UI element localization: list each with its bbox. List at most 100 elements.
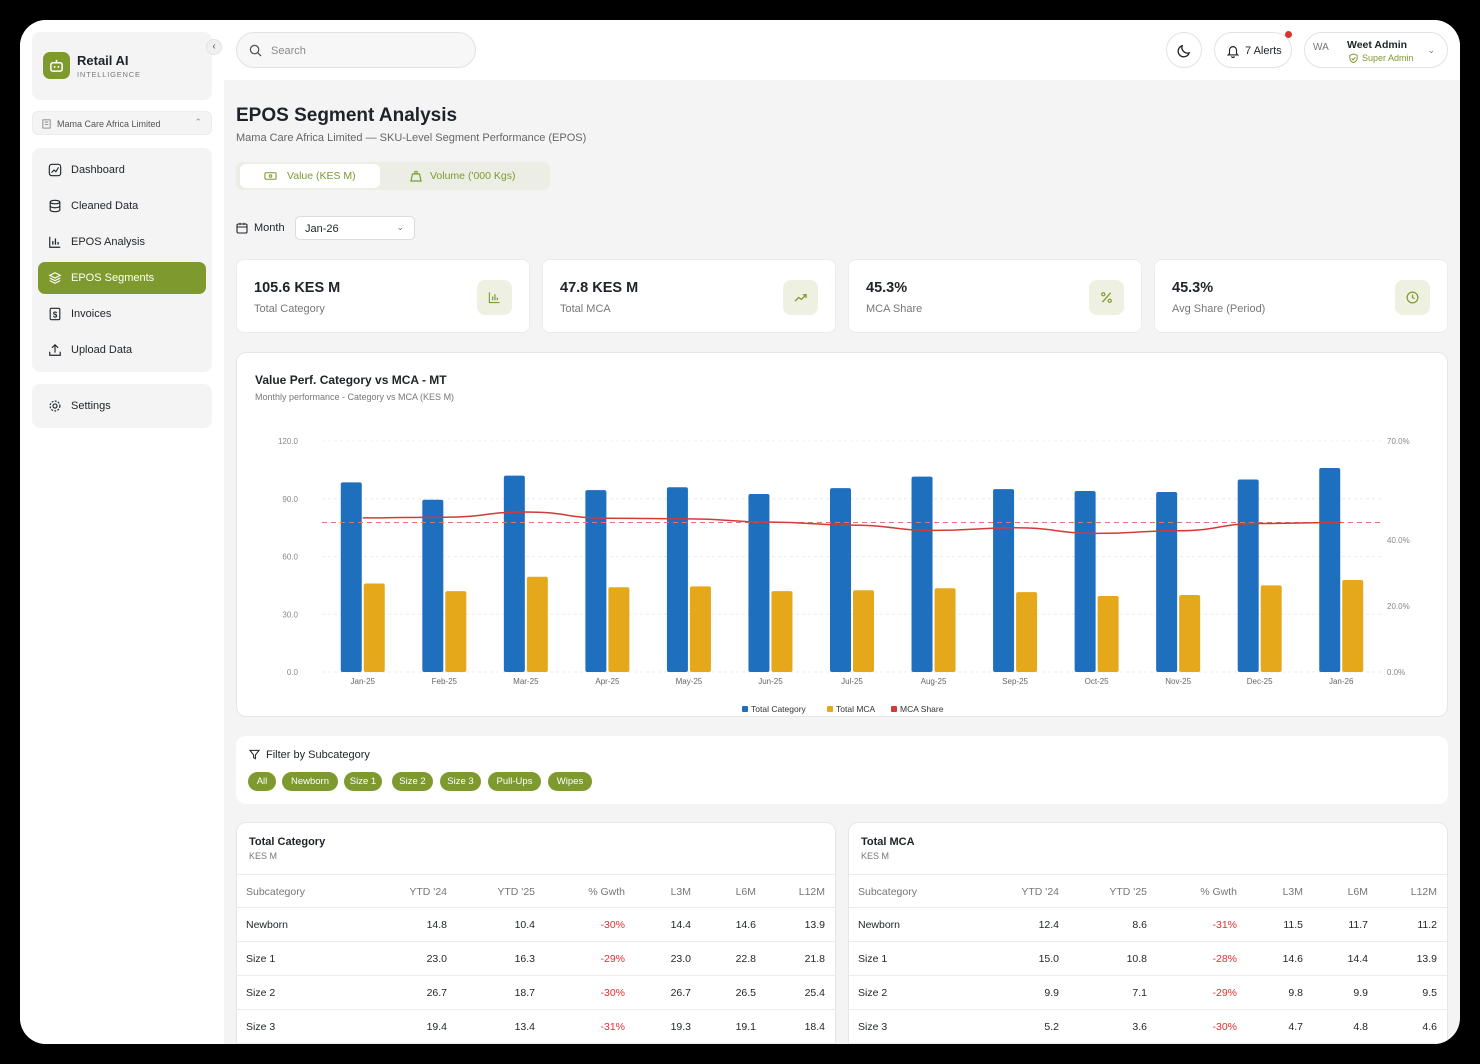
y2-tick-label: 0.0%: [1387, 668, 1405, 677]
toggle-value-button[interactable]: Value (KES M): [240, 164, 380, 188]
filter-chip-size-2[interactable]: Size 2: [392, 772, 433, 791]
bar-total-category: [1237, 479, 1259, 672]
bar-total-mca: [1016, 592, 1038, 672]
chart-subtitle: Monthly performance - Category vs MCA (K…: [255, 392, 455, 402]
month-label: Month: [254, 222, 285, 234]
chevron-down-icon: ⌄: [396, 222, 404, 232]
chart-trend-icon: [48, 163, 62, 177]
column-header[interactable]: L12M: [1410, 886, 1437, 898]
bar-chart-icon: [49, 236, 61, 248]
moon-icon: [1177, 44, 1191, 58]
table-cell: 16.3: [514, 953, 535, 965]
column-header[interactable]: YTD '25: [497, 886, 535, 898]
column-header[interactable]: L3M: [670, 886, 691, 898]
sidebar-item-upload-data[interactable]: Upload Data: [38, 334, 206, 366]
filter-chip-size-3[interactable]: Size 3: [440, 772, 481, 791]
y-tick-label: 120.0: [278, 437, 299, 446]
table-cell: 18.7: [514, 987, 535, 999]
y-tick-label: 0.0: [287, 668, 299, 677]
filter-chip-size-1[interactable]: Size 1: [344, 772, 382, 791]
bar-chart-icon: [477, 280, 512, 315]
kpi-value: 105.6 KES M: [254, 280, 341, 296]
bar-total-mca: [1342, 579, 1364, 672]
org-selector[interactable]: Mama Care Africa Limited ⌃: [32, 111, 212, 135]
table-cell: 4.7: [1288, 1021, 1303, 1033]
table-cell: 10.8: [1126, 953, 1147, 965]
table-cell: 14.6: [1282, 953, 1303, 965]
sidebar-item-invoices[interactable]: $ Invoices: [38, 298, 206, 330]
layers-icon: [48, 272, 62, 284]
column-header[interactable]: % Gwth: [1200, 886, 1237, 898]
alerts-button[interactable]: 7 Alerts: [1214, 32, 1292, 68]
table-cell: 26.7: [670, 987, 691, 999]
row-subcategory: Newborn: [858, 919, 901, 931]
column-header[interactable]: L6M: [735, 886, 756, 898]
percent-icon: [1089, 280, 1124, 315]
settings-section: Settings: [32, 384, 212, 428]
column-header[interactable]: YTD '24: [1021, 886, 1059, 898]
table-row: Size 1 15.0 10.8 -28% 14.6 14.4 13.9: [849, 942, 1447, 976]
column-header[interactable]: YTD '24: [409, 886, 447, 898]
weight-icon: [410, 170, 422, 182]
user-menu-button[interactable]: WA Weet Admin Super Admin ⌄: [1304, 32, 1448, 68]
table-cell: 12.4: [1038, 919, 1059, 931]
month-select[interactable]: Jan-26 ⌄: [295, 216, 415, 240]
row-subcategory: Size 1: [858, 953, 888, 965]
filter-chip-newborn[interactable]: Newborn: [282, 772, 338, 791]
table-header-row: Subcategory YTD '24 YTD '25 % Gwth L3M L6M L12…: [849, 874, 1447, 908]
sidebar-item-settings[interactable]: Settings: [38, 390, 206, 422]
sidebar-item-epos-analysis[interactable]: EPOS Analysis: [38, 226, 206, 258]
search-box[interactable]: [236, 32, 476, 68]
bar-total-mca: [526, 576, 548, 672]
table-cell: 14.4: [1347, 953, 1368, 965]
series-line-mca-share: [362, 511, 1342, 535]
toggle-volume-button[interactable]: Volume ('000 Kgs): [384, 164, 544, 188]
x-tick-label: May-25: [676, 677, 703, 686]
kpi-card-total-category: 105.6 KES M Total Category: [236, 259, 530, 333]
theme-toggle-button[interactable]: [1166, 32, 1202, 68]
sidebar-item-dashboard[interactable]: Dashboard: [38, 154, 206, 186]
x-tick-label: Jan-25: [351, 677, 376, 686]
search-input[interactable]: [271, 42, 461, 60]
column-header[interactable]: Subcategory: [858, 886, 917, 898]
upload-icon: [49, 343, 61, 356]
legend-swatch: [742, 706, 748, 712]
table-cell: -29%: [1212, 987, 1237, 999]
y2-tick-label: 70.0%: [1387, 437, 1410, 446]
table-cell: 14.4: [670, 919, 691, 931]
table-cell: 11.7: [1348, 919, 1368, 931]
kpi-label: Total MCA: [560, 303, 611, 315]
column-header[interactable]: YTD '25: [1109, 886, 1147, 898]
table-cell: 13.9: [804, 919, 825, 931]
brand-block[interactable]: Retail AI INTELLIGENCE: [32, 32, 212, 100]
filter-chip-pull-ups[interactable]: Pull-Ups: [488, 772, 541, 791]
collapse-sidebar-button[interactable]: ‹: [206, 39, 222, 55]
table-cell: 13.4: [514, 1021, 535, 1033]
table-cell: 14.6: [735, 919, 756, 931]
column-header[interactable]: % Gwth: [588, 886, 625, 898]
table-row: Size 1 23.0 16.3 -29% 23.0 22.8 21.8: [237, 942, 835, 976]
bar-total-mca: [1179, 595, 1201, 672]
user-role: Super Admin: [1362, 53, 1414, 63]
x-tick-label: Feb-25: [432, 677, 458, 686]
sidebar-item-epos-segments[interactable]: EPOS Segments: [38, 262, 206, 294]
filter-chip-wipes[interactable]: Wipes: [548, 772, 592, 791]
sidebar-item-cleaned-data[interactable]: Cleaned Data: [38, 190, 206, 222]
sidebar-item-label: Settings: [71, 400, 111, 412]
table-cell: 19.3: [670, 1021, 691, 1033]
table-cell: 18.4: [804, 1021, 825, 1033]
legend-swatch: [827, 706, 833, 712]
clock-icon: [1395, 280, 1430, 315]
column-header[interactable]: L6M: [1347, 886, 1368, 898]
column-header[interactable]: L3M: [1282, 886, 1303, 898]
column-header[interactable]: L12M: [798, 886, 825, 898]
column-header[interactable]: Subcategory: [246, 886, 305, 898]
kpi-card-avg-share: 45.3% Avg Share (Period): [1154, 259, 1448, 333]
x-tick-label: Jan-26: [1329, 677, 1354, 686]
bar-total-mca: [608, 587, 630, 672]
x-tick-label: Sep-25: [1002, 677, 1028, 686]
bar-total-category: [830, 488, 851, 672]
filter-chip-all[interactable]: All: [248, 772, 276, 791]
y-tick-label: 30.0: [282, 610, 298, 619]
